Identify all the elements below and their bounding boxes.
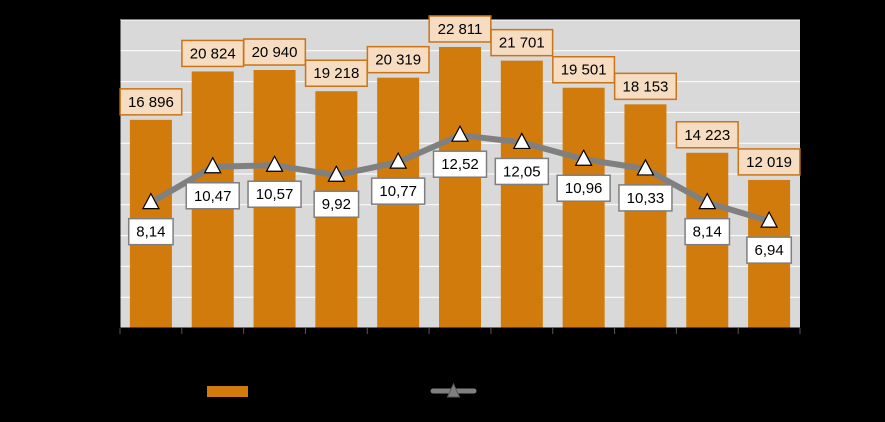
bar-value-label: 12 019 [737,148,801,176]
bar-value-label-text: 20 824 [190,45,236,62]
line-value-label: 10,57 [247,180,302,208]
line-value-label-box [313,190,360,218]
line-value-label-box [185,182,240,210]
line-value-label: 9,92 [313,190,360,218]
line-value-label-text: 10,96 [565,180,603,197]
bar [500,60,543,329]
axis-ticks [119,327,801,334]
bar-value-label-box [737,148,801,176]
line-value-label-text: 9,92 [322,196,351,213]
bar-value-label: 21 701 [490,28,554,57]
bar-value-label: 19 501 [552,55,616,84]
line-value-label-text: 10,47 [194,188,232,205]
line-value-label: 10,96 [556,174,611,202]
bar-value-label-text: 20 319 [375,52,421,69]
bar-value-label-text: 19 501 [561,62,607,79]
legend-triangle-icon [446,382,461,398]
line-value-label-text: 12,05 [503,163,541,180]
line-value-label-text: 6,94 [754,242,783,259]
line-value-label: 10,33 [618,184,673,212]
bar-value-label: 16 896 [119,88,183,116]
line-value-label-box [746,236,793,264]
bar-data-labels: 16 896 20 824 20 940 19 218 20 319 22 811 21 7… [119,15,801,176]
line-point-triangle [760,210,779,228]
line-value-label-box [370,177,426,205]
bar-value-label-text: 12 019 [746,154,792,171]
line-point-triangle [574,148,593,166]
line-data-labels: 8,14 10,47 10,57 9,92 10,77 12,52 12,05 10,96 10… [127,150,793,264]
bar-value-label-box [490,28,554,57]
bar-value-label-text: 20 940 [252,44,298,61]
line-value-label-box [494,157,550,186]
bar-value-label-text: 19 218 [313,65,359,82]
line-value-label: 10,47 [185,182,240,210]
bar-value-label: 19 218 [304,59,368,87]
line-value-label-box [684,217,731,246]
line-point-triangle [389,151,408,169]
line-point-triangle [636,158,655,176]
line-value-label-box [432,150,488,178]
bar [439,46,481,329]
line-point-triangle [512,132,531,150]
bar-value-label: 22 811 [428,15,492,43]
line-value-label: 6,94 [746,236,793,264]
line-value-label-text: 10,77 [379,183,417,200]
bar-value-label-text: 16 896 [128,94,174,111]
legend [207,382,477,398]
bar-value-label-box [675,121,739,149]
bar-value-label-text: 14 223 [684,127,730,144]
line-point-triangle [698,192,717,210]
bar-value-label-text: 18 153 [623,78,669,95]
bar-value-label-text: 21 701 [499,35,545,52]
line-value-label: 12,52 [432,150,488,178]
bar-value-label-text: 22 811 [438,21,483,38]
bar-value-label: 20 940 [242,38,307,66]
line-value-label-text: 10,57 [256,186,294,203]
line-value-label-text: 10,33 [627,190,665,207]
line-value-label-box [127,217,174,246]
bar-value-label-box [119,88,183,116]
line-point-triangle [327,164,346,182]
bar-value-label: 20 319 [366,45,430,74]
line-point-triangle [451,124,469,142]
line-value-label: 8,14 [127,217,174,246]
line-value-label-box [556,174,611,202]
line-value-label-text: 8,14 [136,224,165,241]
bar [624,104,667,328]
line-value-label: 10,77 [370,177,426,205]
line-value-label: 8,14 [684,217,731,246]
line-value-label: 12,05 [494,157,550,186]
line-value-label-text: 12,52 [441,156,479,173]
bar-value-label-box [304,59,368,87]
bar-value-label: 20 824 [181,39,245,68]
line-point-triangle [265,154,284,172]
bar-value-label: 14 223 [675,121,739,149]
bar-value-label: 18 153 [613,72,678,101]
line-value-label-text: 8,14 [693,224,722,241]
line-series [141,124,779,228]
bar-value-label-box [242,38,307,66]
line-value-label-box [618,184,673,212]
bar-value-label-box [552,55,616,84]
legend-bar-swatch [207,386,248,397]
line-point-triangle [141,192,160,210]
bar [562,87,605,328]
line-point-triangle [203,156,222,174]
bar-value-label-box [613,72,678,101]
bar-value-label-box [366,45,430,74]
line-value-label-box [247,180,302,208]
